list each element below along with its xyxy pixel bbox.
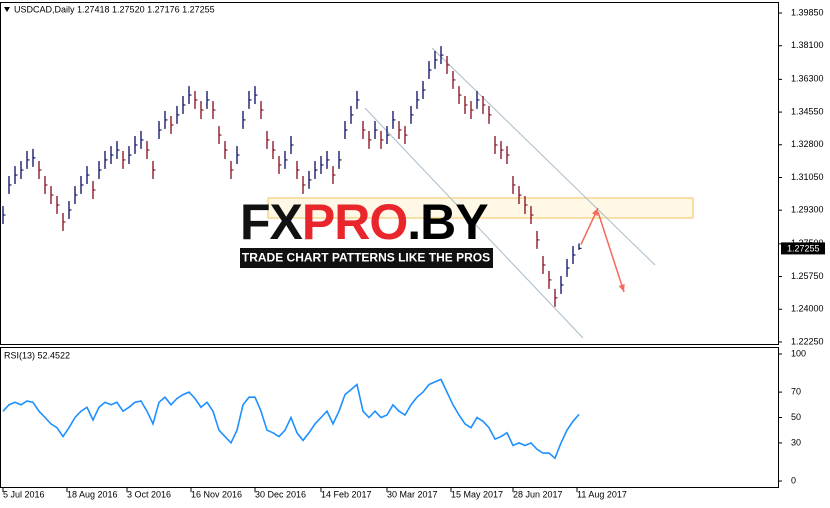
y-tick-label: 30: [791, 437, 801, 447]
y-tick-label: 1.32800: [791, 139, 824, 149]
x-tick-label: 16 Nov 2016: [191, 489, 242, 499]
watermark: FXPRO.BY TRADE CHART PATTERNS LIKE THE P…: [240, 194, 493, 268]
forecast-arrow: [597, 211, 625, 293]
channel-upper: [431, 47, 656, 266]
y-tick-label: 1.36300: [791, 74, 824, 84]
watermark-slogan: TRADE CHART PATTERNS LIKE THE PROS: [242, 251, 490, 265]
x-tick-label: 3 Oct 2016: [127, 489, 171, 499]
channel-lower: [364, 107, 584, 339]
x-tick-label: 30 Dec 2016: [255, 489, 306, 499]
x-tick-label: 18 Aug 2016: [67, 489, 118, 499]
y-tick-label: 1.29300: [791, 205, 824, 215]
logo-part: .BY: [407, 194, 488, 250]
y-tick-label: 1.39850: [791, 7, 824, 17]
price-panel: [0, 2, 779, 345]
series-layer: [2, 378, 580, 460]
chart-title: USDCAD,Daily 1.27418 1.27520 1.27176 1.2…: [14, 4, 215, 14]
watermark-logo: FXPRO.BY: [240, 194, 488, 250]
annotations: [267, 47, 694, 339]
y-tick-label: 1.25750: [791, 271, 824, 281]
rsi-title: RSI(13) 52.4522: [4, 350, 70, 360]
x-tick-label: 15 May 2017: [451, 489, 503, 499]
y-tick-label: 1.38100: [791, 40, 824, 50]
y-tick-label: 100: [791, 348, 806, 358]
arrow-head: [618, 284, 625, 292]
y-tick-label: 70: [791, 386, 801, 396]
x-tick-label: 5 Jul 2016: [3, 489, 45, 499]
current-price-label: 1.27255: [787, 243, 820, 253]
x-tick-label: 14 Feb 2017: [321, 489, 372, 499]
menu-triangle: [4, 7, 10, 12]
y-tick-label: 50: [791, 412, 801, 422]
rsi-line: [2, 378, 580, 460]
x-tick-label: 28 Jun 2017: [513, 489, 563, 499]
logo-part: PRO: [302, 194, 407, 250]
y-tick-label: 1.34550: [791, 106, 824, 116]
series-layer: [2, 46, 582, 307]
x-tick-label: 11 Aug 2017: [577, 489, 627, 499]
y-tick-label: 1.31050: [791, 172, 824, 182]
y-tick-label: 1.22250: [791, 336, 824, 346]
current-price-box: [781, 242, 825, 255]
arrow-head: [592, 208, 598, 216]
x-tick-label: 30 Mar 2017: [387, 489, 438, 499]
y-tick-label: 1.24000: [791, 304, 824, 314]
resistance-zone: [267, 197, 694, 219]
slogan-band: [240, 248, 493, 268]
y-tick-label: 0: [791, 475, 796, 485]
logo-part: FX: [240, 194, 303, 250]
